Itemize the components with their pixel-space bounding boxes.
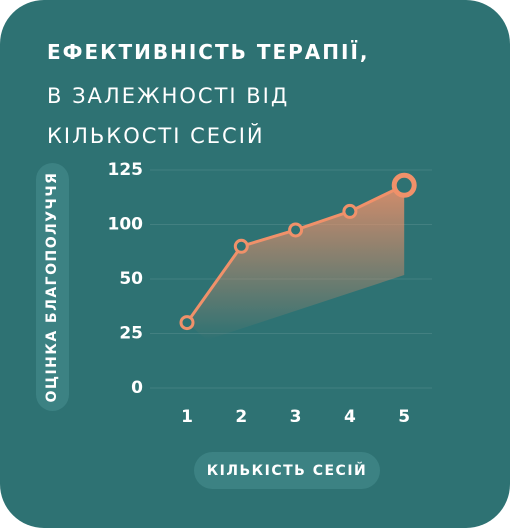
x-tick-label: 4 — [344, 407, 356, 427]
area — [187, 185, 405, 340]
y-tick-label: 25 — [119, 324, 143, 344]
y-axis-label: ОЦІНКА БЛАГОПОЛУЧЧЯ — [44, 172, 60, 403]
point — [233, 238, 249, 254]
point — [288, 222, 304, 238]
point — [179, 315, 195, 331]
y-label-pill — [36, 163, 69, 411]
title: ЕФЕКТИВНІСТЬ ТЕРАПІЇ, — [47, 40, 370, 64]
subtitle: В ЗАЛЕЖНОСТІ ВІД КІЛЬКОСТІ СЕСІЙ — [47, 84, 290, 148]
y-tick-label: 125 — [108, 160, 144, 180]
y-tick-label: 100 — [108, 215, 144, 235]
x-axis-label: КІЛЬКІСТЬ СЕСІЙ — [207, 462, 368, 479]
point — [342, 203, 358, 219]
x-tick-label: 1 — [181, 407, 193, 427]
x-tick-label: 2 — [235, 407, 247, 427]
y-tick-label: 50 — [119, 269, 143, 289]
point — [391, 172, 417, 198]
x-tick-label: 5 — [398, 407, 410, 427]
y-tick-label: 0 — [131, 378, 143, 398]
x-tick-label: 3 — [290, 407, 302, 427]
x-label-pill — [194, 452, 380, 489]
